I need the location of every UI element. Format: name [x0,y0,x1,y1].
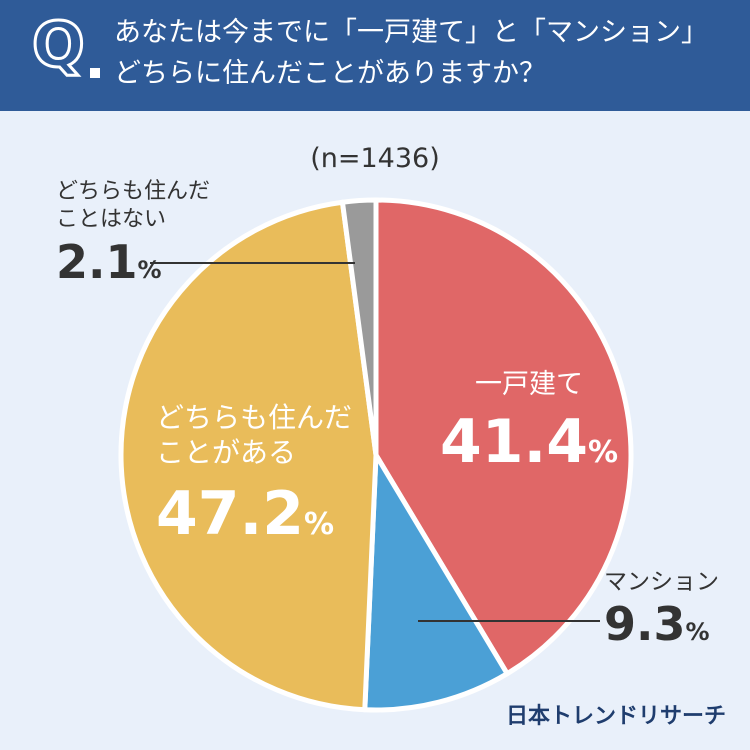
slice-unit-neither: % [137,256,162,284]
pie-slice-house [373,197,634,677]
slice-name-neither-line2: ことはない [56,206,167,232]
pie-slice-both [118,199,379,713]
pie-slice-mansion [362,452,510,713]
slice-label-both: どちらも住んだ ことがある 47.2% [156,400,352,544]
question-header: Q あなたは今までに「一戸建て」と「マンション」 どちらに住んだことがありますか… [0,0,750,111]
slice-name-both-line1: どちらも住んだ [156,401,353,434]
slice-name-house: 一戸建て [475,369,584,400]
leader-line-mansion [418,620,600,622]
slice-value-mansion: 9.3% [604,601,719,647]
slice-number-neither: 2.1 [56,235,138,289]
leader-line-neither [150,262,355,264]
sample-size: (n=1436) [310,143,440,174]
slice-number-both: 47.2 [156,479,305,549]
slice-label-mansion: マンション 9.3% [604,568,719,647]
slice-label-neither: どちらも住んだ ことはない 2.1% [56,178,210,285]
slice-name-both-line2: ことがある [156,436,297,469]
question-line-2: どちらに住んだことがありますか？ [114,58,546,89]
q-dot-icon [90,68,100,78]
q-icon: Q [31,8,87,81]
slice-number-house: 41.4 [440,406,589,477]
slice-name-neither-line1: どちらも住んだ [56,179,211,204]
slice-unit-mansion: % [685,617,710,646]
slice-value-both: 47.2% [156,484,352,544]
slice-unit-both: % [304,507,335,542]
slice-value-house: 41.4% [440,412,618,472]
question-line-1: あなたは今までに「一戸建て」と「マンション」 [114,17,708,48]
brand-logo: 日本トレンドリサーチ [505,704,726,729]
slice-label-house: 一戸建て 41.4% [440,368,618,472]
slice-name-mansion: マンション [604,569,719,595]
slice-unit-house: % [588,434,619,470]
slice-number-mansion: 9.3 [604,596,686,651]
